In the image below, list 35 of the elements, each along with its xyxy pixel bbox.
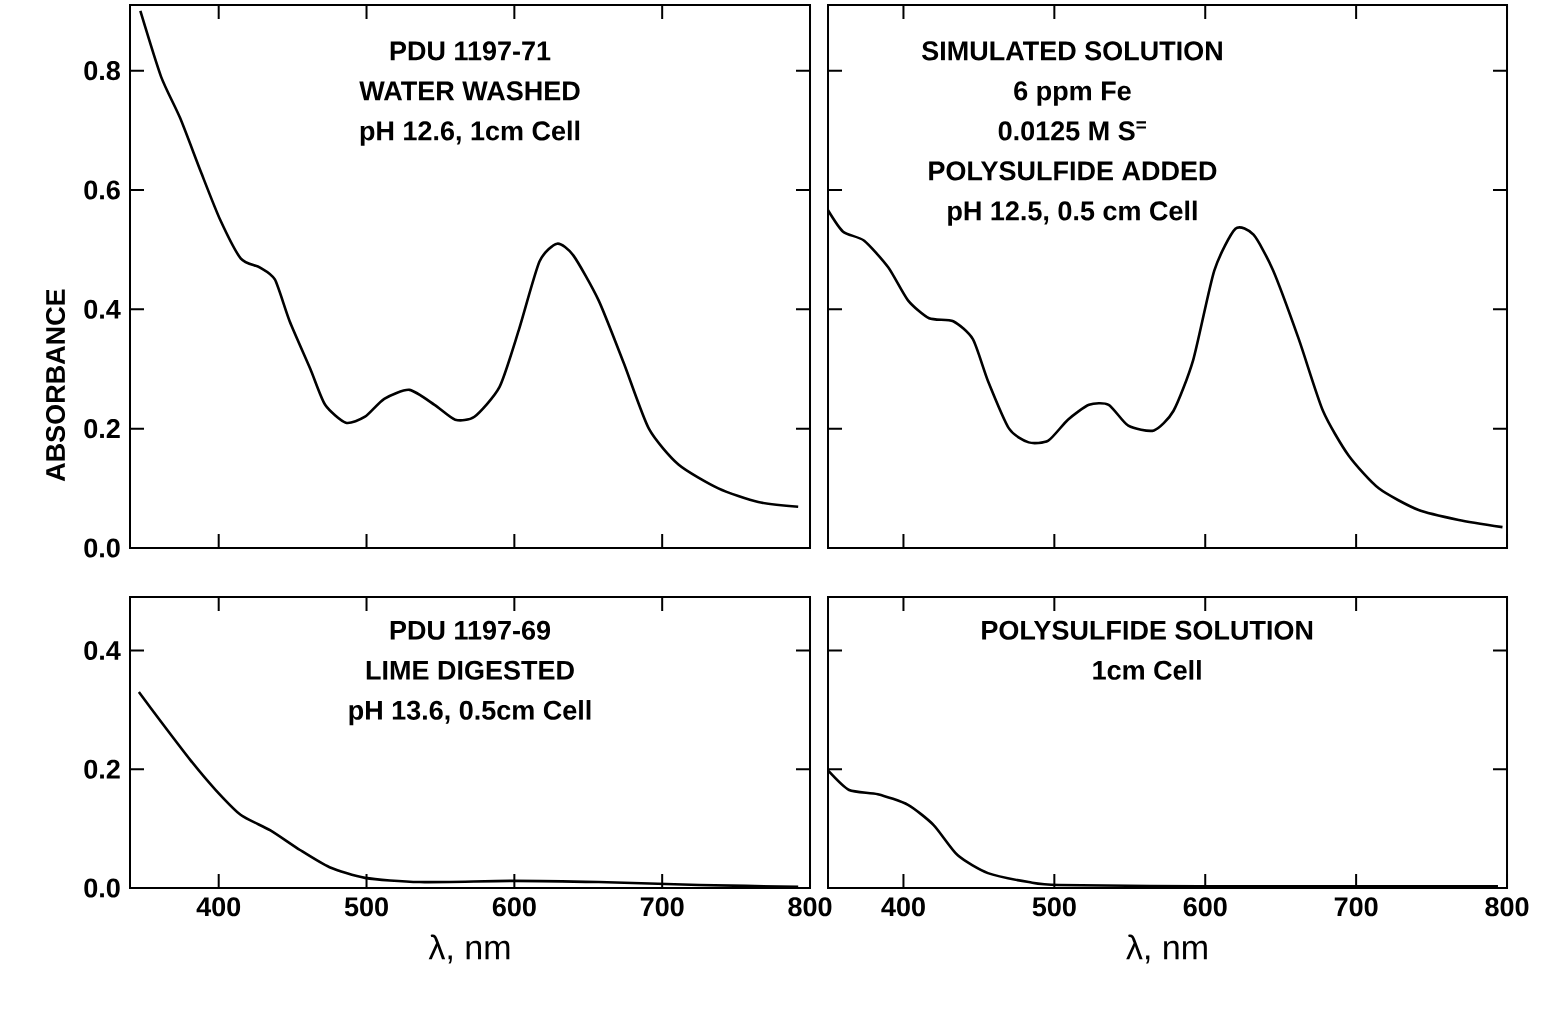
annotation: PDU 1197-69 [390,620,551,640]
line-series [139,9,800,509]
y-axis-title: ABSORBANCE [45,289,66,482]
annotation: POLYSULFIDE SOLUTION [982,620,1313,640]
y-tick-label: 0.6 [84,180,120,200]
y-tick-label: 0.8 [84,61,120,81]
annotation: WATER WASHED [359,81,580,101]
x-tick-label: 600 [1183,897,1227,917]
annotation: PDU 1197-71 [390,41,551,61]
x-axis-title: λ, nm [428,934,510,964]
x-tick-label: 600 [492,897,536,917]
x-axis-title: λ, nm [1126,934,1207,964]
annotation: POLYSULFIDE ADDED [929,161,1217,181]
annotation: SIMULATED SOLUTION [921,41,1222,61]
y-tick-label: 0.0 [84,878,120,898]
y-tick-label: 0.4 [84,299,121,319]
x-tick-label: 400 [196,897,241,917]
annotation: 1cm Cell [1093,660,1201,680]
x-tick-label: 800 [788,897,832,917]
x-tick-label: 800 [1485,897,1529,917]
x-tick-label: 700 [640,897,684,917]
annotation: pH 12.6, 1cm Cell [360,120,580,146]
x-tick-label: 500 [1032,897,1076,917]
annotation: 6 ppm Fe [1014,81,1131,106]
y-tick-label: 0.2 [84,759,120,779]
x-tick-label: 500 [344,897,388,917]
annotation: 0.0125 M S$^{=}$ [998,121,1146,141]
y-tick-label: 0.2 [84,419,120,439]
y-tick-label: 0.4 [84,640,121,661]
annotation: pH 13.6, 0.5cm Cell [349,700,591,726]
x-tick-label: 400 [881,897,925,917]
x-tick-label: 700 [1334,897,1378,917]
annotation: LIME DIGESTED [366,660,574,680]
y-tick-label: 0.0 [84,538,120,558]
annotation: pH 12.5, 0.5 cm Cell [948,200,1197,226]
